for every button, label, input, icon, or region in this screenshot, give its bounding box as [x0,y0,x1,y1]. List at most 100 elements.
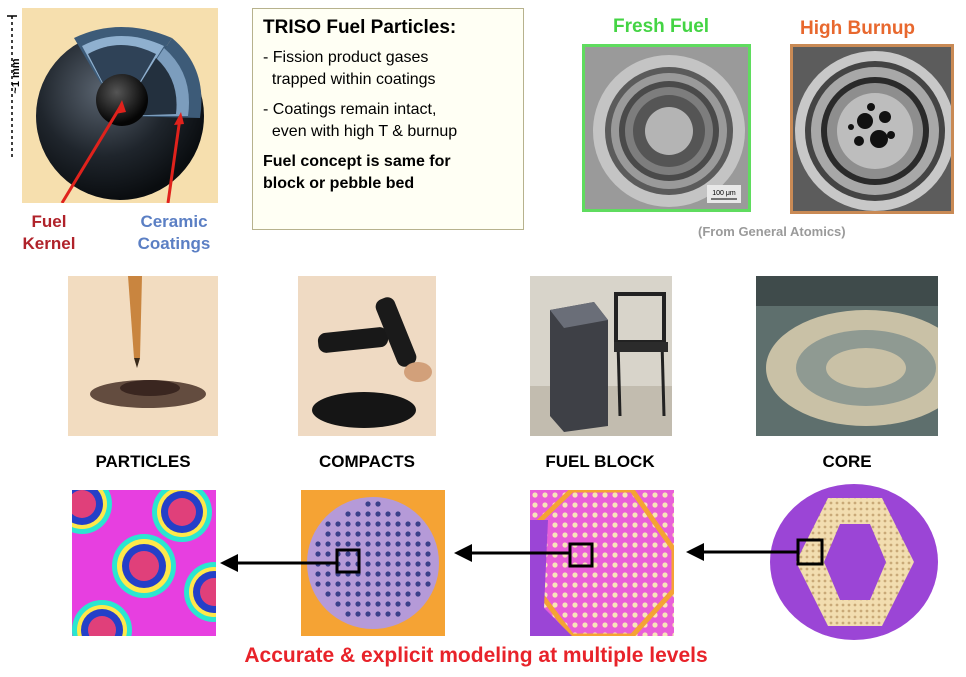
stage-label-compacts: COMPACTS [318,452,415,471]
compact-particle-dot [365,601,371,607]
compact-particle-dot [345,531,351,537]
high-burnup-title: High Burnup [800,18,916,39]
compact-particle-dot [365,581,371,587]
ceramic-coatings-label-line2: Coatings [137,234,211,253]
fuel-kernel-label: Fuel Kernel [20,211,78,255]
compact-particle-dot [405,571,411,577]
compact-particle-dot [385,521,391,527]
compact-particle-dot [375,601,381,607]
bullet-1-line1: - Fission product gases [263,49,429,66]
compact-particle-dot [365,511,371,517]
zoom-box-compact [335,548,361,574]
compact-particle-dot [375,581,381,587]
compact-particle-dot [365,591,371,597]
compact-particle-dot [335,521,341,527]
compact-particle-dot [345,601,351,607]
arrow-block-to-compact [454,544,570,562]
compact-particle-dot [395,601,401,607]
particles-model [72,490,216,636]
stage-label-core: CORE [822,452,872,471]
compact-particle-dot [345,511,351,517]
compact-particle-dot [385,531,391,537]
fresh-fuel-micrograph: 100 μm [582,44,751,212]
compact-particle-dot [385,511,391,517]
bullet-fission-gases: - Fission product gases trapped within c… [263,47,513,91]
compact-particle-dot [405,541,411,547]
compact-particle-dot [355,591,361,597]
compact-particle-dot [355,541,361,547]
compact-particle-dot [375,571,381,577]
compact-particle-dot [365,561,371,567]
fuel-concept-note: Fuel concept is same for block or pebble… [263,151,513,195]
compact-particle-dot [345,541,351,547]
compact-particle-dot [375,521,381,527]
triso-info-box: TRISO Fuel Particles: - Fission product … [252,8,524,230]
triso-particle-illustration [22,8,218,204]
fuel-kernel-label-line1: Fuel [31,212,67,231]
bullet-2-line1: - Coatings remain intact, [263,101,437,118]
compact-particle-dot [325,541,331,547]
compact-particle-dot [365,501,371,507]
compact-particle-dot [315,581,321,587]
compact-particle-dot [405,561,411,567]
compact-particle-dot [385,571,391,577]
compact-particle-dot [385,581,391,587]
compact-particle-dot [415,551,421,557]
compact-particle-dot [395,531,401,537]
compact-particle-dot [405,551,411,557]
compact-particle-dot [415,571,421,577]
fuel-block-photo [530,276,672,436]
particle-model-cell [72,490,112,534]
compact-particle-dot [375,611,381,617]
source-note: (From General Atomics) [698,224,846,239]
compact-particle-dot [385,611,391,617]
compact-particle-dot [325,581,331,587]
compact-particle-dot [425,551,431,557]
compact-particle-dot [315,551,321,557]
compact-particle-dot [385,591,391,597]
compact-particle-dot [355,601,361,607]
compact-particle-dot [345,551,351,557]
compact-particle-dot [375,511,381,517]
compact-particle-dot [375,531,381,537]
triso-title: TRISO Fuel Particles: [263,17,457,38]
compact-particle-dot [395,551,401,557]
arrow-compact-to-particles [220,554,337,572]
compact-particle-dot [325,571,331,577]
compact-particle-dot [365,531,371,537]
scale-bar-label: 100 μm [712,190,736,197]
compact-particle-dot [425,541,431,547]
ceramic-coatings-label: Ceramic Coatings [128,211,220,255]
compact-particle-dot [395,581,401,587]
compact-particle-dot [365,541,371,547]
compact-particle-dot [375,561,381,567]
compact-particle-dot [315,541,321,547]
compact-particle-dot [375,591,381,597]
compact-particle-dot [335,591,341,597]
compact-particle-dot [425,561,431,567]
compact-particle-dot [325,591,331,597]
compact-particle-dot [415,561,421,567]
compact-particle-dot [365,521,371,527]
compact-particle-dot [335,581,341,587]
compact-particle-dot [355,581,361,587]
compacts-photo [298,276,436,436]
compact-particle-dot [345,581,351,587]
compact-particle-dot [345,561,351,567]
compact-particle-dot [415,591,421,597]
compact-particle-dot [395,591,401,597]
compact-particle-dot [425,581,431,587]
compact-particle-dot [395,541,401,547]
compact-particle-dot [365,611,371,617]
stage-label-fuel-block: FUEL BLOCK [545,452,655,471]
compact-particle-dot [405,531,411,537]
compact-particle-dot [335,601,341,607]
compact-particle-dot [365,551,371,557]
bullet-2-line2: even with high T & burnup [263,123,458,140]
compact-particle-dot [335,541,341,547]
compact-particle-dot [405,581,411,587]
arrow-core-to-block [686,543,798,561]
concept-line2: block or pebble bed [263,175,415,192]
compact-particle-dot [415,581,421,587]
fresh-fuel-title: Fresh Fuel [613,16,710,37]
